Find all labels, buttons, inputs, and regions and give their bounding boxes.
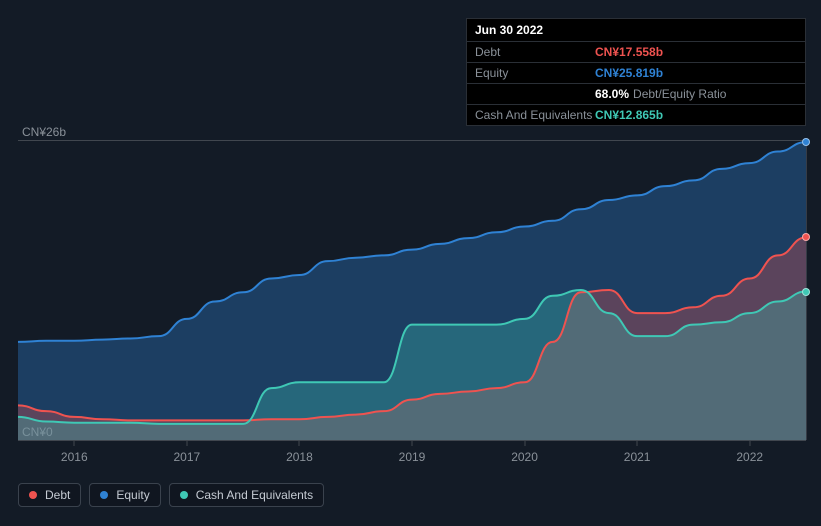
tooltip-row-label: Debt [475, 45, 595, 59]
y-axis-max-label: CN¥26b [22, 125, 66, 139]
tooltip-row-value: CN¥25.819b [595, 66, 663, 80]
x-tick-label: 2021 [624, 450, 651, 464]
legend-item-debt[interactable]: Debt [18, 483, 81, 507]
tooltip-row: 68.0% Debt/Equity Ratio [467, 84, 805, 105]
x-tick-mark [412, 440, 413, 446]
series-end-marker-debt [802, 233, 810, 241]
x-tick-mark [299, 440, 300, 446]
tooltip-date: Jun 30 2022 [467, 19, 805, 42]
legend-item-label: Debt [45, 488, 70, 502]
legend-dot-icon [100, 491, 108, 499]
x-tick-label: 2018 [286, 450, 313, 464]
legend-item-label: Equity [116, 488, 149, 502]
x-tick-label: 2017 [173, 450, 200, 464]
tooltip-row-value: 68.0% [595, 87, 629, 101]
x-tick-mark [637, 440, 638, 446]
x-tick-mark [749, 440, 750, 446]
x-tick-mark [74, 440, 75, 446]
area-chart[interactable] [18, 140, 806, 440]
legend-item-equity[interactable]: Equity [89, 483, 160, 507]
x-tick-label: 2019 [399, 450, 426, 464]
legend-dot-icon [180, 491, 188, 499]
hover-tooltip: Jun 30 2022 DebtCN¥17.558bEquityCN¥25.81… [466, 18, 806, 126]
x-tick-label: 2022 [736, 450, 763, 464]
tooltip-row-value: CN¥12.865b [595, 108, 663, 122]
tooltip-row-label: Cash And Equivalents [475, 108, 595, 122]
tooltip-row: EquityCN¥25.819b [467, 63, 805, 84]
series-end-marker-cash [802, 288, 810, 296]
x-axis: 2016 2017 2018 2019 2020 2021 2022 [18, 448, 806, 466]
tooltip-row: DebtCN¥17.558b [467, 42, 805, 63]
x-tick-label: 2016 [61, 450, 88, 464]
legend-item-cash[interactable]: Cash And Equivalents [169, 483, 324, 507]
series-end-marker-equity [802, 138, 810, 146]
tooltip-row-value: CN¥17.558b [595, 45, 663, 59]
legend-dot-icon [29, 491, 37, 499]
tooltip-row-suffix: Debt/Equity Ratio [633, 87, 726, 101]
tooltip-row-label: Equity [475, 66, 595, 80]
legend-item-label: Cash And Equivalents [196, 488, 313, 502]
legend: Debt Equity Cash And Equivalents [18, 483, 324, 507]
chart-container: Jun 30 2022 DebtCN¥17.558bEquityCN¥25.81… [0, 0, 821, 526]
x-tick-mark [524, 440, 525, 446]
x-tick-mark [186, 440, 187, 446]
tooltip-row: Cash And EquivalentsCN¥12.865b [467, 105, 805, 125]
x-tick-label: 2020 [511, 450, 538, 464]
